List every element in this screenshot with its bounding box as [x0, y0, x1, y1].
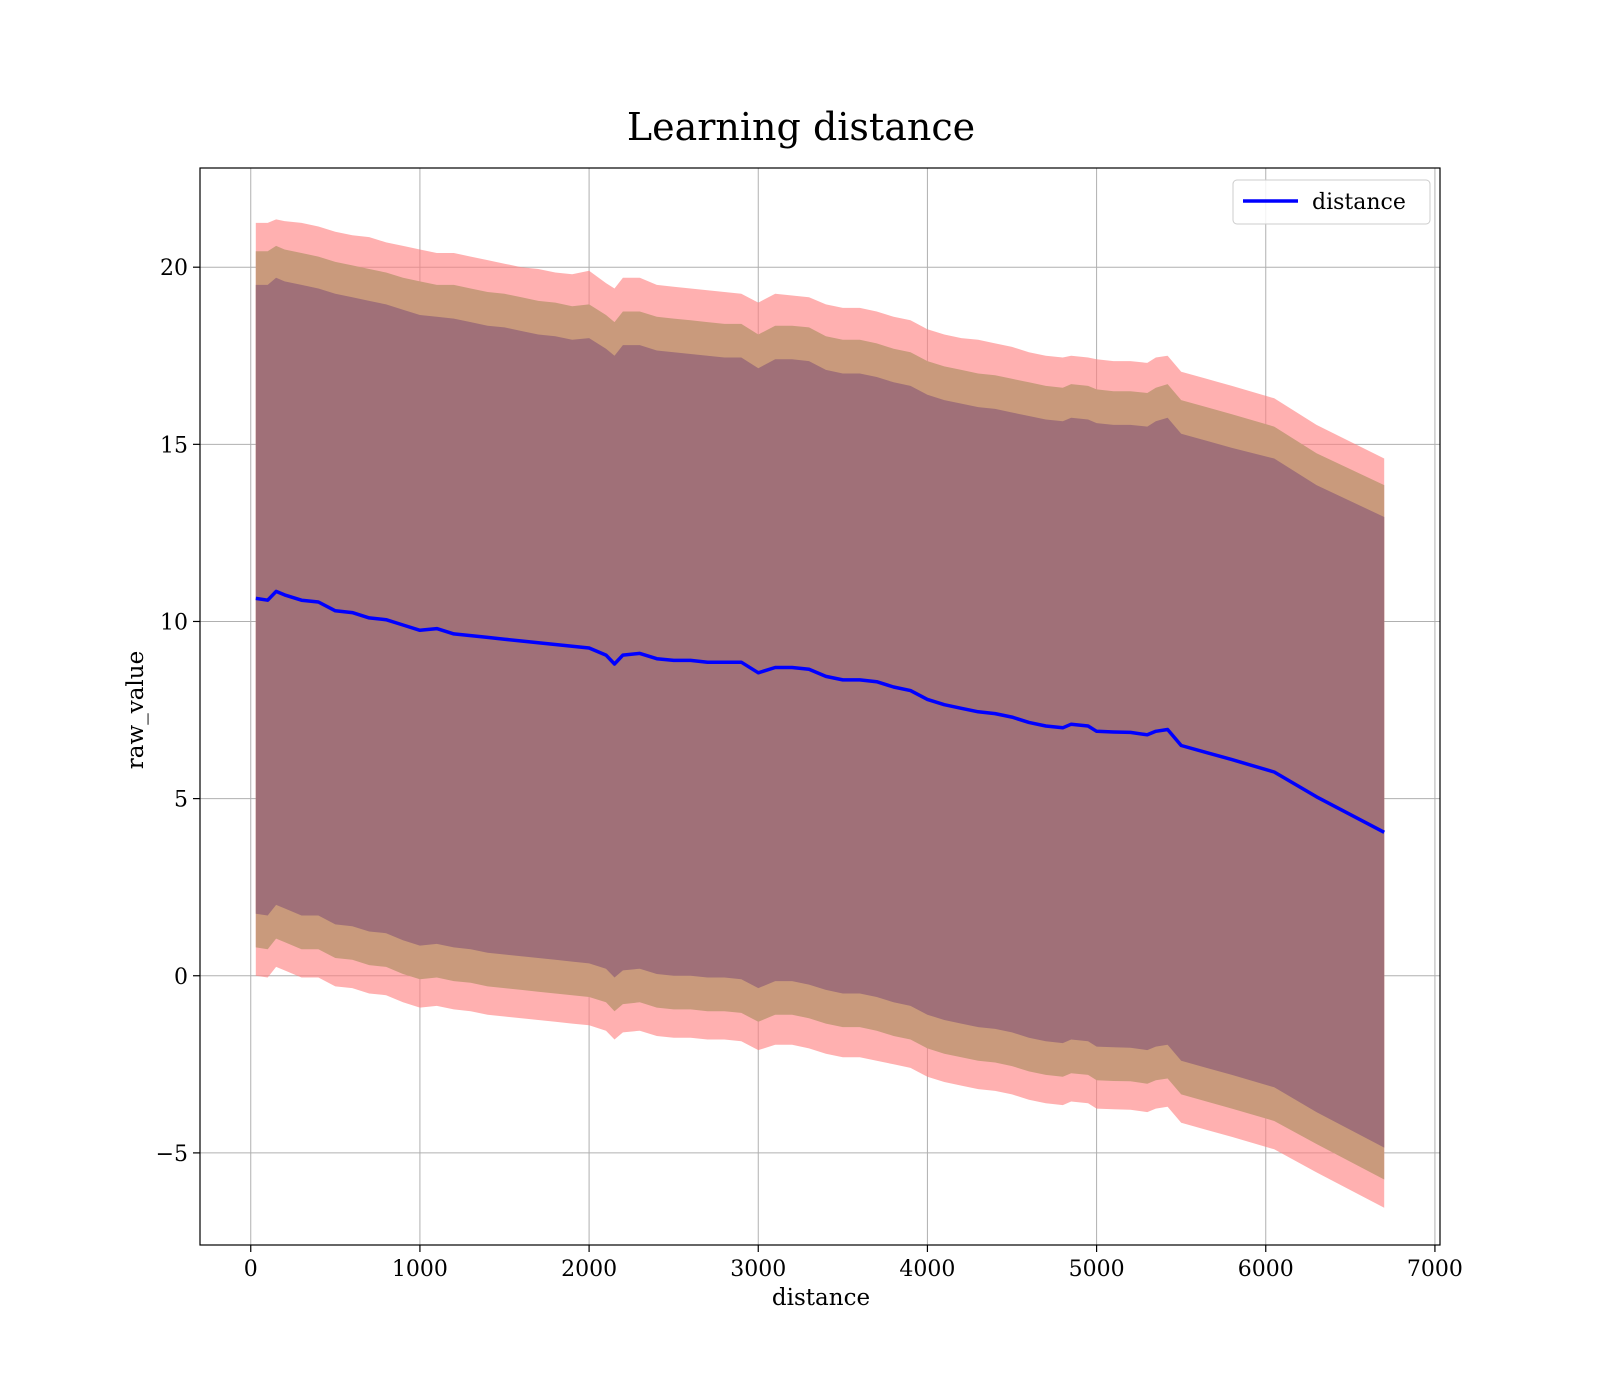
x-tick-label: 4000: [899, 1257, 955, 1282]
y-tick-label: −5: [156, 1142, 188, 1167]
y-axis-label: raw_value: [123, 651, 149, 769]
chart-title: Learning distance: [627, 105, 975, 149]
y-axis-ticks: −5 0 5 10 15 20: [156, 256, 200, 1167]
band-inner: [255, 277, 1385, 1148]
x-tick-label: 6000: [1238, 1257, 1294, 1282]
legend-box: [1232, 179, 1431, 225]
x-tick-label: 3000: [730, 1257, 786, 1282]
y-tick-label: 15: [160, 433, 188, 458]
x-axis-ticks: 0 1000 2000 3000 4000 5000 6000 7000: [244, 1245, 1463, 1282]
y-tick-label: 20: [160, 256, 188, 281]
series-lines: [255, 589, 1386, 834]
y-tick-label: 5: [174, 788, 188, 813]
x-axis-label: distance: [772, 1285, 870, 1311]
x-tick-label: 1000: [392, 1257, 448, 1282]
series-line-distance: [255, 589, 1386, 834]
confidence-bands: [255, 219, 1385, 1208]
plot-frame: [199, 167, 1441, 1246]
x-tick-label: 7000: [1407, 1257, 1463, 1282]
x-tick-label: 2000: [561, 1257, 617, 1282]
x-tick-label: 0: [244, 1257, 258, 1282]
x-tick-label: 5000: [1069, 1257, 1125, 1282]
y-tick-label: 10: [160, 610, 188, 635]
legend: distance: [1232, 179, 1431, 225]
legend-entry-distance: distance: [1312, 190, 1406, 215]
y-tick-label: 0: [174, 965, 188, 990]
